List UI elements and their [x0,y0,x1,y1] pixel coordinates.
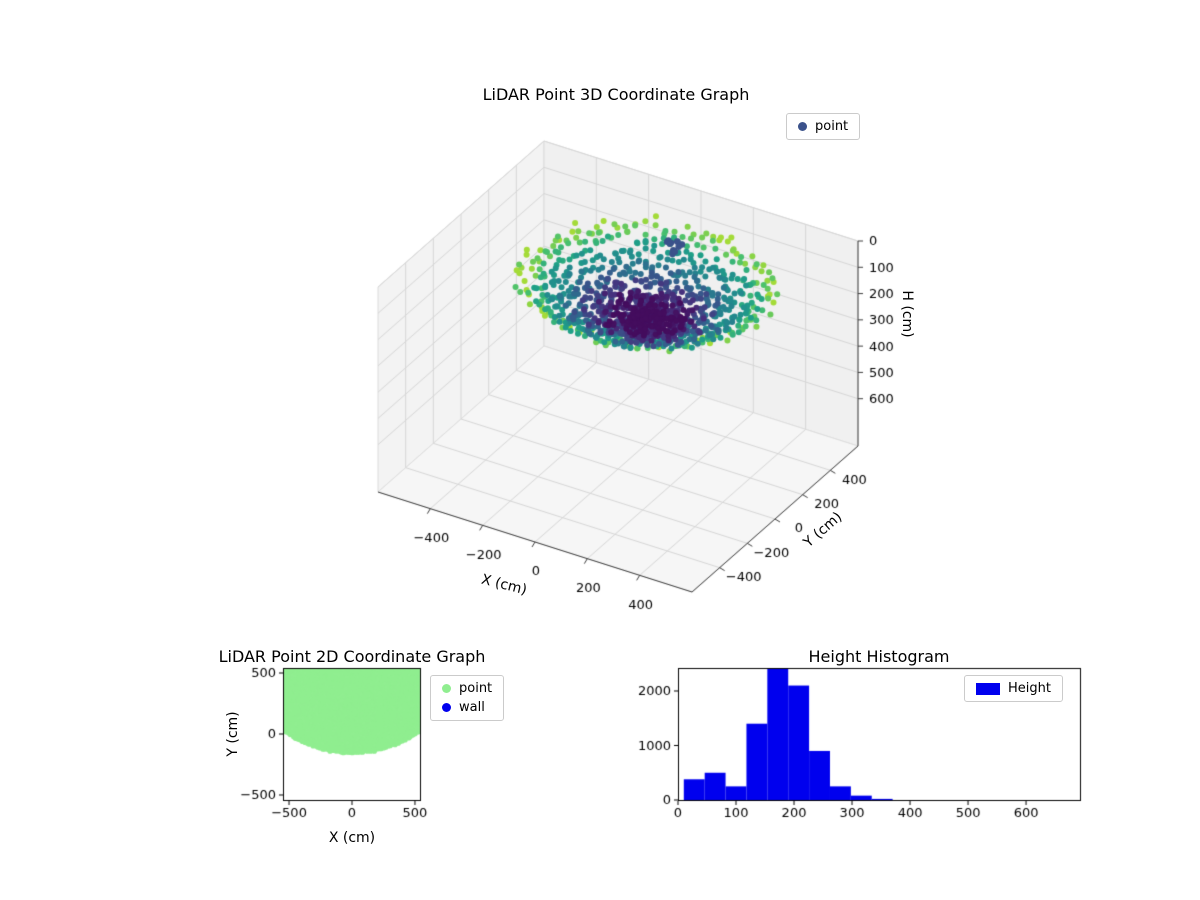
plot2d-xaxis-label: X (cm) [328,830,376,846]
plot2d-legend: point wall [430,675,505,721]
plot2d-legend-wall-row: wall [442,700,492,715]
plot2d-yaxis-label: Y (cm) [225,711,241,757]
plot2d-title: LiDAR Point 2D Coordinate Graph [218,647,486,666]
plot2d-legend-point-row: point [442,681,492,696]
hist-legend: Height [964,675,1063,702]
hist-legend-row: Height [976,681,1051,696]
plot3d-legend-label: point [815,119,849,134]
plot3d-zaxis-label: H (cm) [899,290,915,338]
plot3d-title: LiDAR Point 3D Coordinate Graph [482,85,750,104]
hist-title: Height Histogram [808,647,950,666]
plot3d-xaxis-label: X (cm) [479,571,529,599]
plot3d-yaxis-label: Y (cm) [800,509,846,551]
wall-marker-icon [442,703,451,712]
height-patch-icon [976,682,1000,695]
point-marker-icon [798,122,807,131]
plot3d-legend-row: point [798,119,848,134]
point-marker-icon [442,684,451,693]
plot3d-legend: point [786,113,861,140]
hist-legend-label: Height [1008,681,1051,696]
plot2d-legend-point-label: point [459,681,493,696]
plot2d-legend-wall-label: wall [459,700,485,715]
